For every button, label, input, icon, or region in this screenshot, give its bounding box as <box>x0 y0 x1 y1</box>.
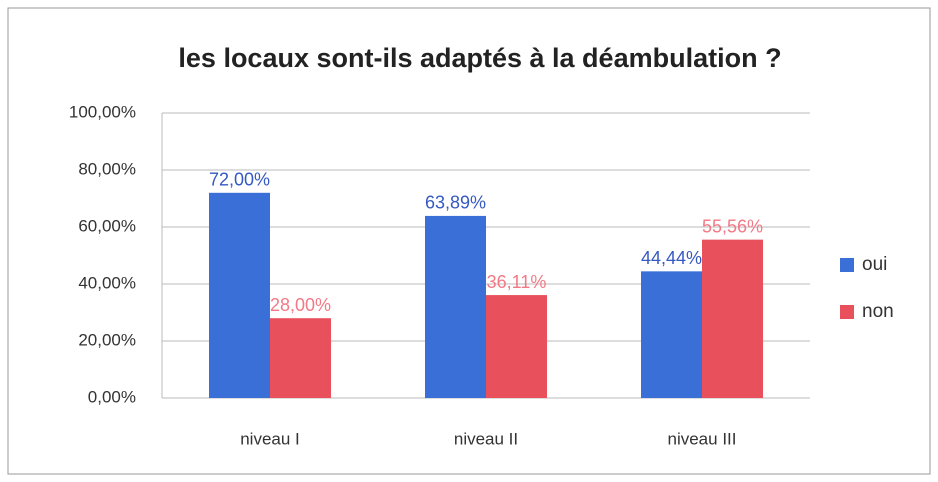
x-tick-label: niveau I <box>240 429 300 448</box>
value-label: 36,11% <box>487 272 547 292</box>
legend-swatch <box>840 258 854 272</box>
legend-label: non <box>862 301 894 322</box>
y-tick-label: 20,00% <box>78 330 136 349</box>
y-tick-label: 100,00% <box>69 102 136 121</box>
legend-swatch <box>840 305 854 319</box>
y-tick-label: 40,00% <box>78 273 136 292</box>
value-label: 55,56% <box>702 216 763 236</box>
value-label: 44,44% <box>641 248 702 268</box>
bar <box>425 215 486 398</box>
value-label: 28,00% <box>270 295 331 315</box>
x-tick-label: niveau II <box>454 429 518 448</box>
bar <box>702 239 763 398</box>
bar <box>209 192 270 398</box>
value-label: 63,89% <box>425 193 486 213</box>
bar <box>270 318 331 398</box>
value-label: 72,00% <box>209 170 270 190</box>
y-tick-label: 60,00% <box>78 216 136 235</box>
legend-label: oui <box>862 254 887 275</box>
bar <box>486 295 547 398</box>
y-tick-label: 80,00% <box>78 159 136 178</box>
chart-title: les locaux sont-ils adaptés à la déambul… <box>178 43 781 73</box>
bar <box>641 271 702 398</box>
x-tick-label: niveau III <box>668 429 737 448</box>
y-tick-label: 0,00% <box>88 387 136 406</box>
